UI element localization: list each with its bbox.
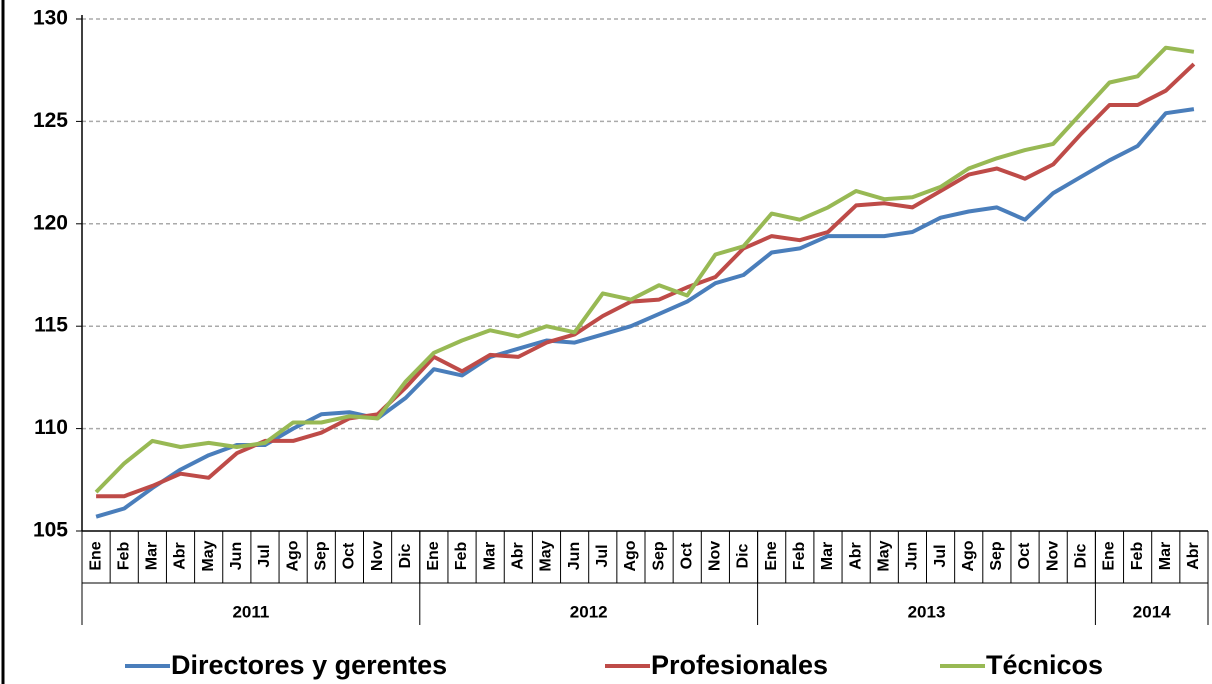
x-tick-label: Sep — [312, 541, 329, 571]
legend-label: Directores y gerentes — [171, 650, 447, 680]
x-tick-label: Feb — [791, 542, 808, 571]
x-tick-label: Nov — [1044, 541, 1061, 571]
x-tick-label: Feb — [453, 542, 470, 571]
x-tick-label: Mar — [1157, 542, 1174, 570]
x-tick-label: Ene — [763, 541, 780, 570]
x-tick-label: Oct — [1016, 542, 1033, 569]
x-tick-label: Oct — [341, 542, 358, 569]
x-tick-label: Jul — [594, 544, 611, 567]
x-tick-label: Dic — [1073, 543, 1090, 568]
series-line — [96, 62, 1196, 499]
x-tick-label: Dic — [397, 543, 414, 568]
x-tick-label: Abr — [847, 542, 864, 570]
x-tick-label: Ago — [284, 540, 301, 571]
x-tick-label: Nov — [369, 541, 386, 571]
x-tick-label: Ago — [960, 540, 977, 571]
x-tick-label: Jul — [932, 544, 949, 567]
x-tick-label: Mar — [144, 542, 161, 570]
x-tick-label: Jun — [228, 542, 245, 570]
x-tick-label: Jun — [904, 542, 921, 570]
x-tick-label: Mar — [481, 542, 498, 570]
x-tick-label: Abr — [510, 542, 527, 570]
y-tick-label: 105 — [33, 519, 68, 542]
y-tick-label: 130 — [33, 7, 68, 30]
x-tick-label: Mar — [819, 542, 836, 570]
x-tick-label: Oct — [678, 542, 695, 569]
x-tick-label: Ene — [1101, 541, 1118, 570]
x-tick-label: Abr — [1185, 542, 1202, 570]
year-label: 2011 — [232, 602, 269, 621]
x-tick-label: Abr — [172, 542, 189, 570]
x-tick-label: Jul — [256, 544, 273, 567]
x-tick-label: Ene — [87, 541, 104, 570]
year-label: 2012 — [570, 602, 608, 621]
x-tick-label: Sep — [650, 541, 667, 571]
x-tick-label: Ago — [622, 540, 639, 571]
x-tick-label: Dic — [735, 543, 752, 568]
legend-label: Técnicos — [986, 650, 1103, 680]
y-tick-label: 110 — [34, 416, 68, 439]
series-line — [95, 107, 1195, 519]
x-tick-label: Jun — [566, 542, 583, 570]
y-tick-label: 115 — [34, 314, 68, 337]
x-tick-label: Feb — [1129, 542, 1146, 571]
x-tick-label: Nov — [707, 541, 724, 571]
x-tick-label: Ene — [425, 541, 442, 570]
x-tick-label: May — [875, 540, 892, 571]
x-tick-label: May — [538, 540, 555, 571]
x-tick-label: Sep — [988, 541, 1005, 571]
year-label: 2014 — [1133, 602, 1171, 621]
legend-label: Profesionales — [651, 650, 828, 680]
x-tick-label: Feb — [115, 542, 132, 571]
y-tick-label: 120 — [33, 211, 68, 234]
series-line — [94, 45, 1195, 494]
y-tick-label: 125 — [33, 109, 68, 132]
year-label: 2013 — [908, 602, 946, 621]
x-tick-label: May — [200, 540, 217, 571]
